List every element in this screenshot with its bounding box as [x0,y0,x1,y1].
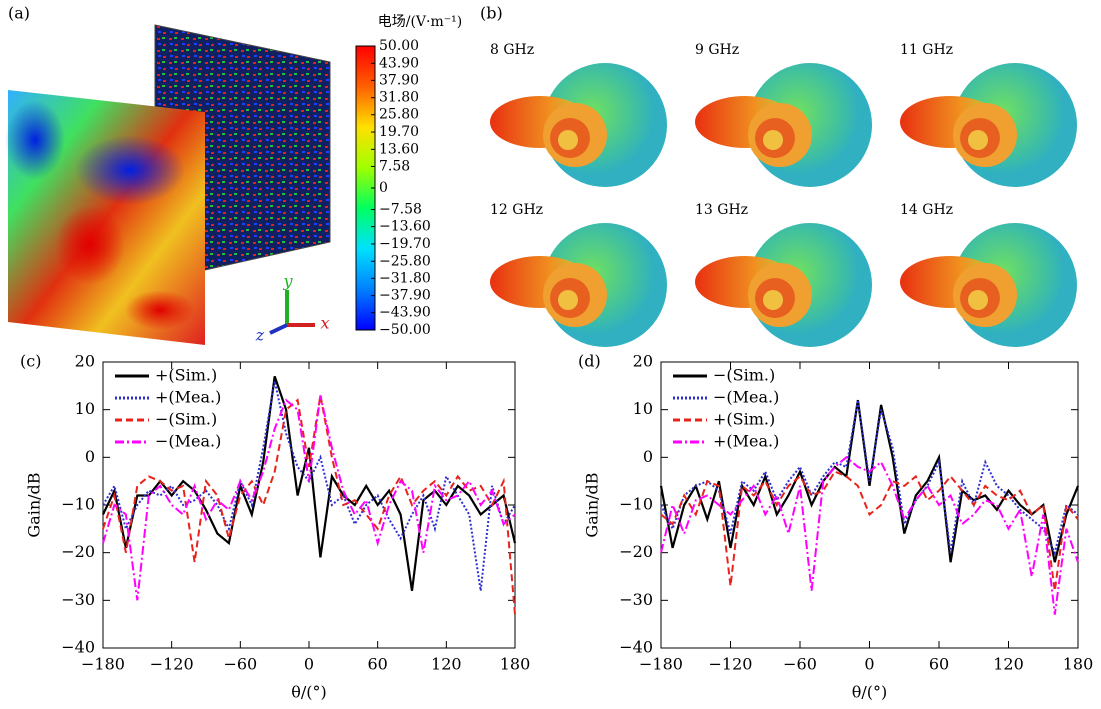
y-tick-label: 20 [75,352,95,371]
colorbar-title: 电场/(V·m⁻¹) [378,14,462,30]
x-axis-label: θ/(°) [291,683,327,702]
series-line [660,399,1079,556]
y-tick-label: 20 [633,352,653,371]
x-tick-label: −120 [150,655,194,674]
y-axis-label: Gain/dB [583,472,602,537]
pattern-lobe [558,290,578,310]
axis-name: y [282,272,293,291]
y-tick-label: −10 [61,495,95,514]
y-tick-label: −10 [619,495,653,514]
colorbar-tick-label: −50.00 [379,322,431,338]
x-tick-label: −180 [639,655,683,674]
x-tick-label: −120 [709,655,753,674]
colorbar-tick-label: 31.80 [379,90,419,106]
series-line [660,470,1079,591]
panel-a-art [5,24,331,345]
x-tick-label: 120 [431,655,462,674]
y-tick-label: −20 [619,542,653,561]
caption: 13 GHz [695,202,748,218]
axis-name: z [255,326,265,345]
x-tick-label: −60 [223,655,257,674]
x-tick-label: 180 [1063,655,1094,674]
legend-label: −(Sim.) [155,410,217,429]
series-line [102,395,516,615]
x-tick-label: 0 [304,655,314,674]
colorbar-tick-label: −7.58 [379,202,422,218]
panel-label: (b) [480,4,503,23]
series-line [102,375,517,591]
colorbar-tick-label: 0 [379,180,388,196]
pattern-lobe [558,130,578,150]
x-tick-label: 0 [864,655,874,674]
x-tick-label: 60 [367,655,387,674]
x-tick-label: −60 [783,655,817,674]
colorbar-tick-label: 25.80 [379,107,419,123]
panel-label: (d) [578,352,601,371]
caption: 8 GHz [490,42,534,58]
colorbar-tick-label: 19.70 [379,124,419,140]
colorbar-tick-label: −25.80 [379,253,431,269]
legend-label: −(Mea.) [155,432,221,451]
y-tick-label: −40 [61,638,95,657]
pattern-lobe [763,290,783,310]
legend-label: −(Mea.) [713,388,779,407]
pattern-lobe [968,290,988,310]
x-tick-label: 60 [929,655,949,674]
x-tick-label: 180 [500,655,531,674]
pattern-lobe [968,130,988,150]
colorbar-tick-label: 7.58 [379,158,410,174]
colorbar-tick-label: −43.90 [379,305,431,321]
pattern-lobe [763,130,783,150]
y-tick-label: −40 [619,638,653,657]
colorbar-tick-label: 37.90 [379,72,419,88]
series-line [659,399,1080,563]
chart-d: (d) −180 −120 −60 0 60 120 180 −40 −30 −20 −10 0 10 20… [578,352,1093,702]
x-tick-label: −180 [81,655,125,674]
colorbar-tick-label: −13.60 [379,219,431,235]
panel-label: (a) [8,4,30,23]
panel-label: (c) [20,352,41,371]
y-tick-label: −20 [61,542,95,561]
chart-c: (c) −180 −120 −60 0 60 120 180 −40 −30 −20 −10 0 10 20… [20,352,530,702]
caption: 14 GHz [900,202,953,218]
y-tick-label: 0 [85,447,95,466]
colorbar-tick-label: −37.90 [379,288,431,304]
caption: 11 GHz [900,42,953,58]
y-tick-label: 10 [75,399,95,418]
series-line [660,455,1079,615]
legend-label: +(Sim.) [713,410,775,429]
y-tick-label: −30 [61,590,95,609]
legend-label: −(Sim.) [713,366,775,385]
colorbar-tick-label: 43.90 [379,55,419,71]
x-axis-label: θ/(°) [852,683,888,702]
legend-label: +(Mea.) [713,432,779,451]
colorbar-tick-label: −31.80 [379,270,431,286]
y-tick-label: 0 [643,447,653,466]
panel-b: 8 GHz 9 GHz 11 GHz 12 GHz 13 GHz 14 GHz [490,42,1077,347]
x-tick-label: 120 [993,655,1024,674]
legend-label: +(Sim.) [155,366,217,385]
y-axis-label: Gain/dB [25,472,44,537]
series-line [102,395,516,601]
caption: 9 GHz [695,42,739,58]
y-tick-label: 10 [633,399,653,418]
colorbar-tick-label: 50.00 [379,38,419,54]
legend-label: +(Mea.) [155,388,221,407]
axis-name: x [320,314,329,333]
y-tick-label: −30 [619,590,653,609]
colorbar-tick-label: 13.60 [379,141,419,157]
colorbar-tick-label: −19.70 [379,236,431,252]
caption: 12 GHz [490,202,543,218]
